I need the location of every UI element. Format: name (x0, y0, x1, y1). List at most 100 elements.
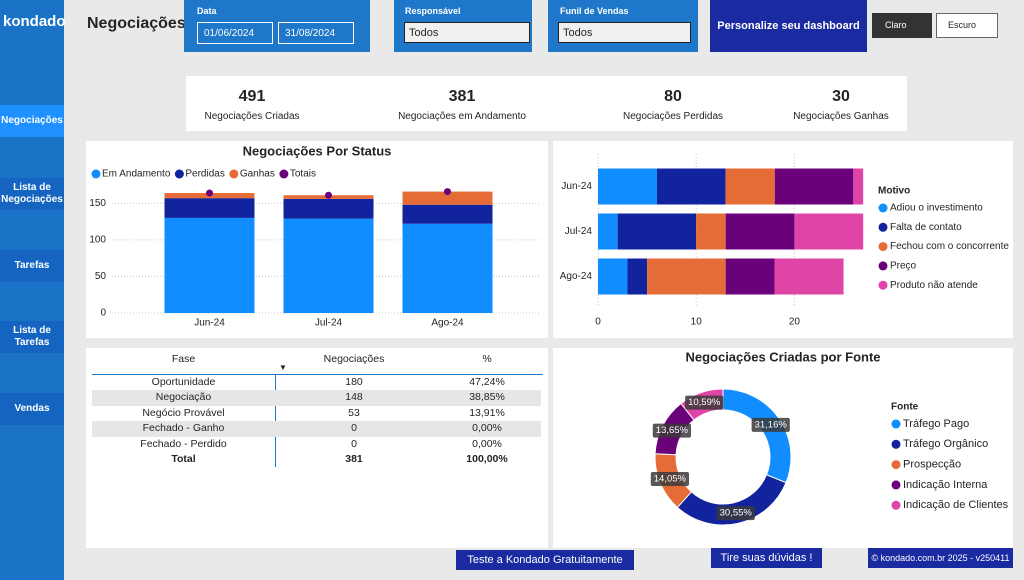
y-tick-label: 0 (100, 308, 106, 319)
sidebar (0, 0, 64, 580)
table-cell: Fechado - Perdido (140, 437, 227, 450)
table-panel (86, 348, 548, 548)
kpi-value: 491 (238, 88, 266, 105)
bar-segment (696, 213, 726, 250)
legend-label: Indicação Interna (903, 479, 988, 491)
x-tick-label: Ago-24 (431, 318, 464, 329)
chart-title: Negociações Criadas por Fonte (685, 349, 880, 364)
table-cell: 53 (348, 406, 360, 419)
theme-light[interactable]: Claro (872, 13, 932, 38)
filter-label: Funil de Vendas (560, 6, 629, 16)
kpi-label: Negociações Ganhas (793, 111, 889, 122)
bar-segment (283, 198, 374, 219)
kpi-value: 381 (448, 88, 476, 105)
bar-segment (598, 258, 628, 295)
nav-item[interactable]: Negociações (0, 105, 64, 137)
legend-label: Preço (890, 261, 917, 272)
nav-item[interactable]: Tarefas (0, 250, 64, 282)
x-tick-label: 20 (789, 317, 801, 328)
data-label: 13,65% (656, 425, 689, 436)
legend-swatch (891, 480, 901, 490)
legend-swatch (878, 203, 888, 213)
total-marker (206, 189, 213, 197)
bar-segment (402, 191, 493, 205)
legend-label: Ganhas (240, 169, 275, 180)
table-cell: 148 (275, 390, 433, 406)
nav-item[interactable]: Lista de Negociações (0, 178, 64, 210)
bar-segment (794, 213, 864, 250)
data-label: 30,55% (720, 508, 753, 519)
bar-segment (853, 168, 864, 205)
date-input[interactable]: 31/08/2024 (278, 22, 354, 44)
bar-segment (656, 168, 726, 205)
legend-title: Fonte (891, 402, 919, 413)
legend-swatch (891, 419, 901, 429)
select[interactable]: Todos (404, 22, 530, 43)
nav-item[interactable]: Lista de Tarefas (0, 321, 64, 353)
table-cell: 13,91% (469, 406, 505, 419)
page-title: Negociações (87, 15, 186, 32)
customize-button[interactable]: Personalize seu dashboard (710, 0, 867, 52)
y-tick-label: 100 (89, 234, 106, 245)
bar-segment (164, 217, 255, 313)
table-cell: Oportunidade (151, 376, 216, 388)
y-tick-label: 150 (89, 198, 106, 209)
kpi-value: 30 (832, 88, 850, 105)
bar-segment (283, 218, 374, 313)
legend-swatch (891, 460, 901, 470)
x-tick-label: 0 (595, 317, 601, 328)
legend-swatch (878, 222, 888, 232)
label-bg (751, 417, 790, 432)
copyright: © kondado.com.br 2025 - v250411 (868, 548, 1013, 568)
legend-label: Fechou com o concorrente (890, 241, 1009, 252)
table-cell: Negociação (92, 390, 275, 406)
label-bg (716, 506, 755, 521)
bar-segment (774, 258, 844, 295)
table-header: Negociações (323, 353, 385, 365)
legend-label: Falta de contato (890, 222, 962, 233)
table-cell: Negócio Provável (142, 406, 225, 419)
bar-segment (598, 213, 618, 250)
table-header: % (482, 353, 492, 365)
x-tick-label: Jul-24 (315, 318, 343, 329)
bar-segment (647, 258, 726, 295)
data-label: 10,59% (688, 397, 721, 408)
bar-segment (725, 168, 775, 205)
bar-segment (402, 223, 493, 313)
chart-title: Negociações Por Status (243, 143, 392, 158)
theme-dark[interactable]: Escuro (936, 13, 998, 38)
table-total: 100,00% (466, 453, 508, 465)
y-tick-label: Ago-24 (560, 271, 593, 282)
kpi-label: Negociações Perdidas (622, 111, 724, 122)
table-cell: 47,24% (469, 376, 505, 388)
data-label: 14,05% (654, 474, 687, 485)
label-bg (685, 395, 724, 410)
legend-swatch (891, 500, 901, 510)
legend-swatch (878, 242, 888, 252)
help-button[interactable]: Tire suas dúvidas ! (711, 548, 822, 568)
x-tick-label: Jun-24 (194, 318, 225, 329)
table-cell: 0 (351, 437, 357, 450)
sort-icon[interactable]: ▼ (279, 363, 287, 372)
table-cell: 0,00% (472, 437, 502, 450)
table-cell: Fechado - Ganho (92, 421, 275, 437)
bar-segment (402, 204, 493, 224)
legend-label: Produto não atende (890, 280, 978, 291)
legend-swatch (229, 169, 239, 179)
x-tick-label: 10 (691, 317, 703, 328)
legend-swatch (91, 169, 101, 179)
legend-label: Indicação de Clientes (903, 499, 1009, 511)
table-header: Fase (171, 353, 196, 365)
kpi-label: Negociações em Andamento (398, 111, 526, 122)
nav-item[interactable]: Vendas (0, 393, 64, 425)
total-marker (325, 191, 332, 199)
legend-swatch (279, 169, 289, 179)
trial-button[interactable]: Teste a Kondado Gratuitamente (456, 550, 634, 570)
table-cell: 0,00% (433, 421, 541, 437)
select[interactable]: Todos (558, 22, 691, 43)
date-input[interactable]: 01/06/2024 (197, 22, 273, 44)
bar-segment (725, 258, 775, 295)
bar-segment (164, 198, 255, 218)
legend-label: Totais (290, 169, 316, 180)
